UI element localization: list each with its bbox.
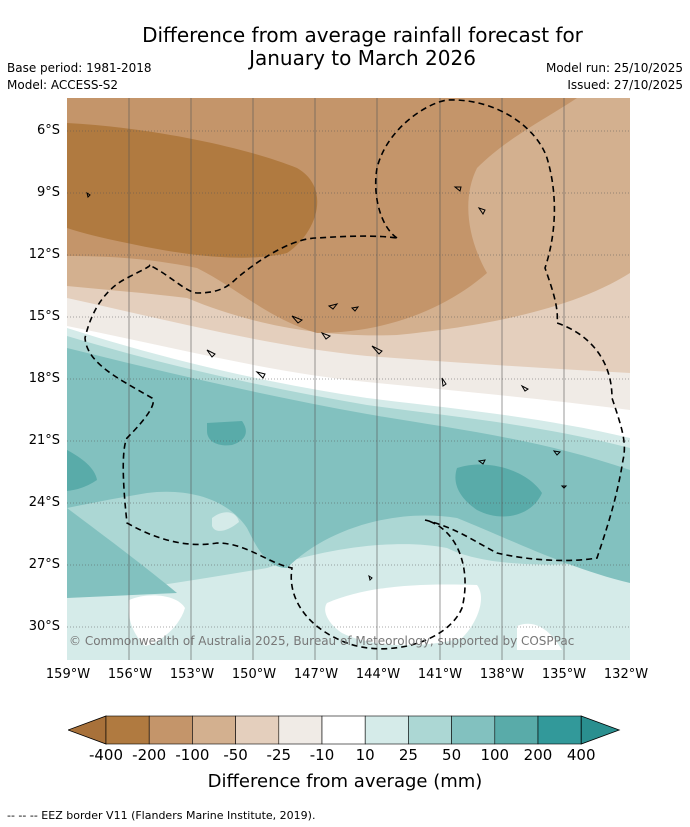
colorbar-tick-label: 200: [523, 746, 553, 764]
lat-label: 15°S: [28, 309, 60, 324]
colorbar-segment: [148, 715, 193, 745]
lat-label: 30°S: [28, 619, 60, 634]
colorbar-title: Difference from average (mm): [207, 771, 483, 792]
island-outline: [255, 371, 266, 379]
lat-label: 27°S: [28, 557, 60, 572]
colorbar-segment: [192, 715, 236, 745]
colorbar-segment: [105, 715, 150, 745]
colorbar-segment: [321, 715, 366, 745]
island-outline: [453, 186, 462, 192]
band-wet-100-a: [455, 464, 542, 517]
island-outline: [206, 349, 216, 358]
island-outline: [520, 384, 529, 392]
model-run: Model run: 25/10/2025: [545, 61, 683, 75]
island-outline: [371, 345, 383, 355]
colorbar: [68, 715, 621, 745]
colorbar-tick-label: -25: [266, 746, 292, 764]
lon-label: 144°W: [355, 667, 401, 682]
lat-label: 24°S: [28, 495, 60, 510]
lat-label: 9°S: [36, 185, 60, 200]
lat-label: 21°S: [28, 433, 60, 448]
island-outline: [368, 574, 373, 581]
colorbar-segment: [235, 715, 280, 745]
colorbar-tick-label: -200: [132, 746, 167, 764]
lon-label: 150°W: [231, 667, 277, 682]
colorbar-segment: [494, 715, 539, 745]
title-line-2: January to March 2026: [249, 46, 476, 70]
rainfall-map: [67, 98, 630, 660]
colorbar-tick-label: 10: [355, 746, 375, 764]
band-zero-a: [128, 595, 185, 646]
island-outline: [350, 306, 360, 312]
lon-label: 153°W: [169, 667, 215, 682]
lon-label: 132°W: [603, 667, 649, 682]
island-outline: [441, 377, 447, 387]
colorbar-tick-label: 400: [566, 746, 596, 764]
colorbar-tick-label: -400: [88, 746, 124, 764]
island-outline: [552, 450, 562, 456]
title-line-1: Difference from average rainfall forecas…: [142, 23, 583, 47]
colorbar-segment: [451, 715, 496, 745]
colorbar-segments: [68, 715, 621, 745]
meta-left: Base period: 1981-2018 Model: ACCESS-S2: [7, 60, 152, 94]
colorbar-extend-high: [580, 715, 621, 745]
colorbar-segment: [278, 715, 323, 745]
band-wet-50: [67, 348, 630, 583]
eez-border: [84, 99, 626, 650]
meta-right: Model run: 25/10/2025 Issued: 27/10/2025: [546, 60, 683, 94]
copyright-notice: © Commonwealth of Australia 2025, Bureau…: [69, 634, 575, 648]
island-outline: [327, 303, 339, 310]
lon-label: 147°W: [293, 667, 339, 682]
colorbar-tick-label: 50: [442, 746, 462, 764]
model-name: Model: ACCESS-S2: [7, 78, 119, 92]
lat-label: 12°S: [28, 247, 60, 262]
colorbar-tick-label: 25: [398, 746, 418, 764]
band-dry-200: [67, 123, 318, 258]
band-wet-100-b: [207, 421, 246, 446]
colorbar-segment: [408, 715, 452, 745]
band-wet-100-c: [67, 450, 97, 491]
band-zero-b: [325, 584, 482, 646]
chart-title: Difference from average rainfall forecas…: [0, 24, 690, 70]
lon-label: 138°W: [479, 667, 525, 682]
lon-label: 135°W: [541, 667, 587, 682]
colorbar-tick-label: -100: [175, 746, 210, 764]
band-wet-50b: [67, 508, 177, 598]
island-outline: [477, 459, 486, 465]
eez-legend-footer: -- -- -- EEZ border V11 (Flanders Marine…: [7, 809, 316, 822]
island-outline: [291, 315, 304, 324]
island-outline: [86, 191, 91, 198]
lon-label: 141°W: [417, 667, 463, 682]
colorbar-tick-label: -10: [309, 746, 335, 764]
base-period: Base period: 1981-2018: [7, 61, 152, 75]
colorbar-tick-label: -50: [223, 746, 248, 764]
islands-group: [86, 186, 568, 581]
colorbar-extend-low: [68, 715, 107, 745]
lon-label: 159°W: [45, 667, 91, 682]
island-outline: [477, 207, 486, 215]
lat-label: 6°S: [36, 123, 60, 138]
lon-label: 156°W: [107, 667, 153, 682]
island-outline: [320, 331, 332, 340]
band-wet-10b: [212, 512, 239, 531]
colorbar-tick-label: 100: [480, 746, 510, 764]
island-outline: [560, 485, 568, 489]
colorbar-segment: [364, 715, 409, 745]
band-zero-c: [517, 623, 562, 650]
issued-date: Issued: 27/10/2025: [567, 78, 683, 92]
lat-label: 18°S: [28, 371, 60, 386]
colorbar-segment: [537, 715, 582, 745]
